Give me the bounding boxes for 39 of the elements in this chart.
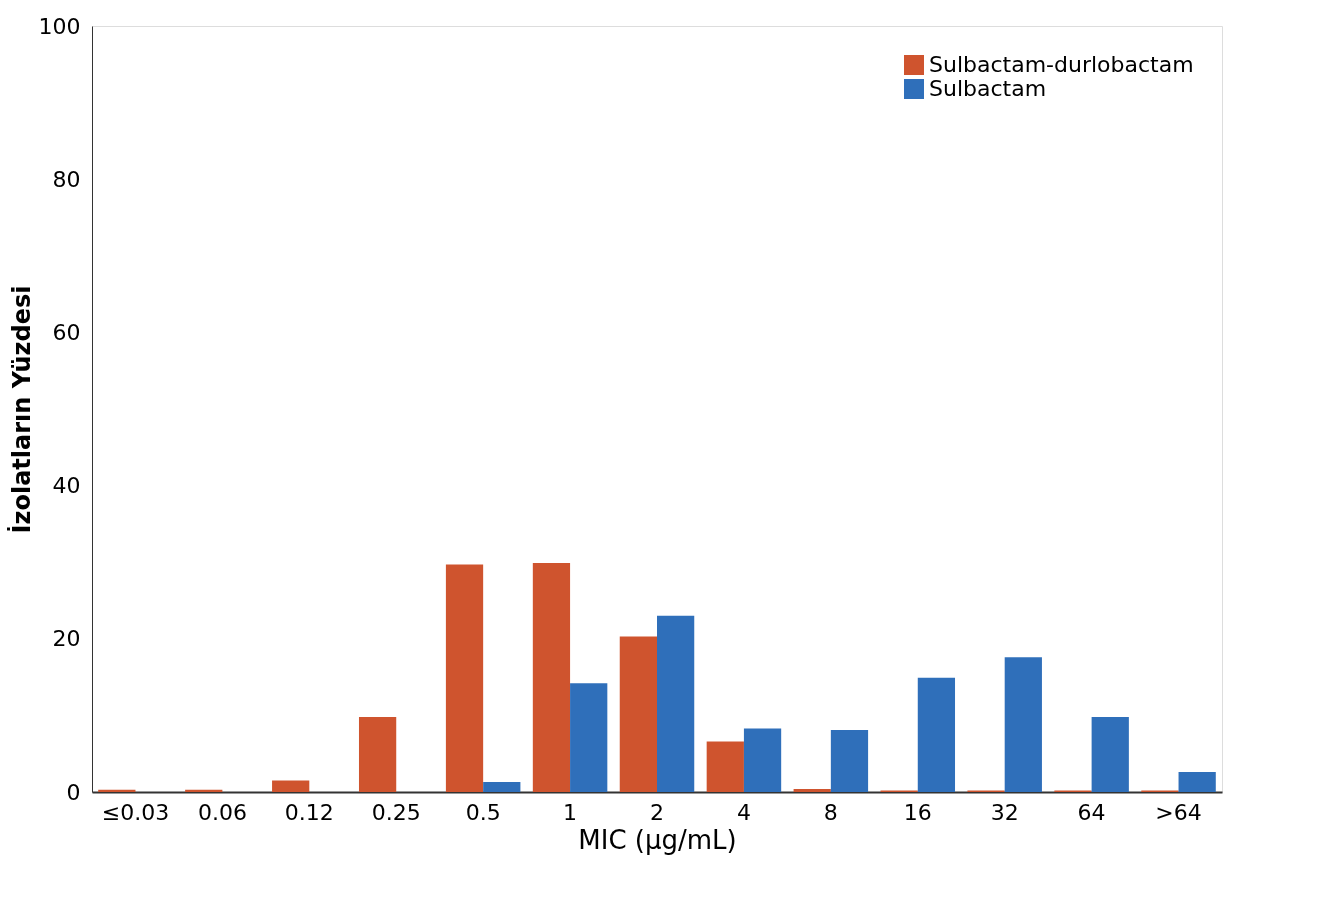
x-tick-label: 32 [990, 799, 1019, 825]
bar [532, 562, 571, 792]
bar [1091, 716, 1129, 792]
x-tick-label: 8 [823, 799, 838, 825]
x-tick-label: >64 [1155, 799, 1202, 825]
x-axis-title: MIC (µg/mL) [578, 824, 737, 855]
bar [706, 741, 744, 792]
y-axis-title: İzolatların Yüzdesi [6, 285, 36, 534]
y-tick-label: 40 [52, 473, 81, 499]
x-tick-label: 16 [903, 799, 932, 825]
legend-label: Sulbactam-durlobactam [929, 52, 1194, 77]
legend-label: Sulbactam [929, 76, 1047, 101]
y-tick-label: 80 [52, 166, 81, 192]
bar [793, 788, 831, 792]
y-tick-label: 0 [66, 779, 81, 805]
bar [570, 683, 608, 792]
bar [657, 615, 695, 792]
x-tick-label: 64 [1077, 799, 1106, 825]
bar [830, 729, 869, 792]
bar [1178, 772, 1216, 792]
bar [483, 782, 521, 792]
y-tick-label: 100 [38, 13, 81, 39]
x-tick-label: 4 [736, 799, 751, 825]
bar [445, 564, 484, 792]
bar [272, 780, 310, 792]
bar [743, 728, 782, 792]
x-tick-label: 0.06 [197, 799, 247, 825]
x-tick-label: 1 [563, 799, 578, 825]
bar [917, 677, 956, 792]
y-tick-label: 20 [52, 626, 81, 652]
y-tick-label: 60 [52, 319, 81, 345]
bar [358, 716, 397, 792]
bar [619, 636, 657, 792]
x-tick-label: 0.12 [284, 799, 334, 825]
x-tick-label: 2 [650, 799, 664, 825]
x-tick-label: ≤0.03 [101, 799, 170, 825]
x-tick-label: 0.25 [371, 799, 421, 825]
bar [1004, 657, 1042, 792]
x-tick-label: 0.5 [465, 799, 501, 825]
